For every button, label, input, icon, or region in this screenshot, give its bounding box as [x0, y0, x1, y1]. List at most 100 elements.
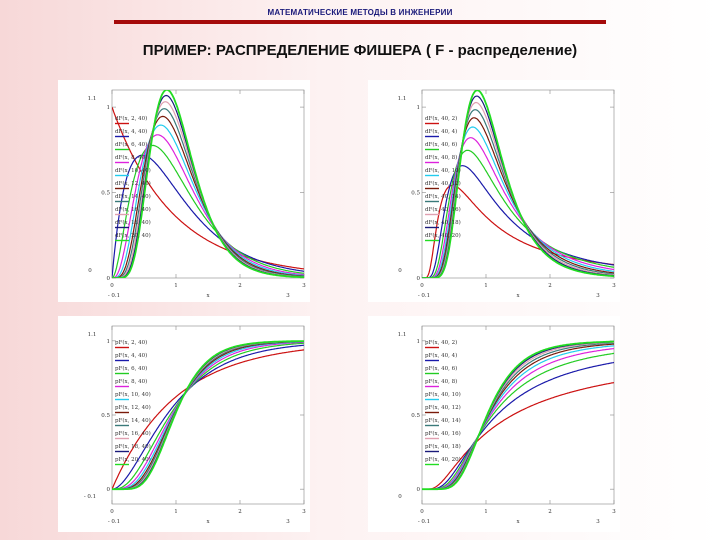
legend-label: pF(x, 40, 20) — [425, 456, 461, 463]
series-line-10 — [422, 90, 614, 278]
legend-label: pF(x, 20, 40) — [115, 456, 151, 463]
series-line-5 — [422, 126, 614, 278]
x-tick-label: 2 — [238, 509, 242, 515]
x-tick-label: 1 — [484, 509, 488, 515]
legend-label: dF(x, 40, 8) — [425, 154, 457, 161]
legend-label: pF(x, 16, 40) — [115, 430, 151, 437]
legend-label: pF(x, 40, 4) — [425, 352, 457, 359]
x-range-max-label: 3 — [596, 519, 600, 525]
legend-label: dF(x, 40, 4) — [425, 128, 457, 135]
x-range-max-label: 3 — [286, 293, 290, 299]
x-range-min-label: - 0.1 — [108, 519, 120, 525]
y-tick-label: 0 — [107, 276, 111, 282]
series-line-5 — [112, 124, 304, 278]
series-line-1 — [112, 349, 304, 490]
cdf-plot-dfd: 0 1 2 3 - 0.1 x 3 0 0.5 1 1.1 0 pF(x, 40, 2) pF(x, 40… — [368, 316, 620, 532]
legend-label: dF(x, 12, 40) — [115, 180, 151, 187]
legend-label: dF(x, 2, 40) — [115, 115, 147, 122]
legend-label: pF(x, 4, 40) — [115, 352, 147, 359]
plot-canvas: 0 1 2 3 - 0.1 x 3 0 0.5 1 1.1 - 0.1 pF(x, 2, 40) pF(x… — [84, 325, 306, 525]
series-line-5 — [112, 341, 304, 490]
x-tick-label: 0 — [110, 283, 114, 289]
legend-label: pF(x, 40, 12) — [425, 404, 461, 411]
legend-label: dF(x, 40, 10) — [425, 167, 461, 174]
x-axis-label: x — [206, 519, 210, 525]
x-tick-label: 2 — [238, 283, 242, 289]
series-line-4 — [112, 341, 304, 490]
legend-label: pF(x, 40, 6) — [425, 365, 457, 372]
curves-group — [422, 340, 614, 491]
legend-label: dF(x, 40, 2) — [425, 115, 457, 122]
series-line-5 — [422, 345, 614, 490]
x-tick-label: 0 — [420, 509, 424, 515]
x-tick-label: 3 — [612, 283, 616, 289]
curves-group — [112, 90, 304, 278]
cdf-plot-dfn: 0 1 2 3 - 0.1 x 3 0 0.5 1 1.1 - 0.1 pF(x, 2, 40) pF(x… — [58, 316, 310, 532]
y-tick-label: 0 — [417, 276, 421, 282]
series-line-10 — [112, 90, 304, 278]
x-tick-label: 1 — [174, 283, 178, 289]
density-plot-dfd: 0 1 2 3 - 0.1 x 3 0 0.5 1 1.1 0 dF(x, 40, 2) dF(x, 40… — [368, 80, 620, 302]
series-line-9 — [422, 95, 614, 278]
y-tick-label: 0.5 — [411, 191, 420, 197]
series-line-2 — [422, 361, 614, 490]
y-bottom-label: - 0.1 — [84, 494, 96, 500]
series-line-6 — [422, 343, 614, 490]
y-top-label: 1.1 — [398, 332, 407, 338]
curves-group — [112, 340, 304, 491]
series-line-3 — [422, 149, 614, 278]
series-line-3 — [422, 352, 614, 490]
legend-label: dF(x, 40, 18) — [425, 219, 461, 226]
x-tick-label: 1 — [174, 509, 178, 515]
x-tick-label: 0 — [110, 509, 114, 515]
x-tick-label: 2 — [548, 283, 552, 289]
y-bottom-label: 0 — [398, 268, 402, 274]
y-tick-label: 1 — [417, 105, 421, 111]
legend-label: dF(x, 10, 40) — [115, 167, 151, 174]
x-range-max-label: 3 — [286, 519, 290, 525]
legend-label: pF(x, 10, 40) — [115, 391, 151, 398]
legend-label: pF(x, 40, 2) — [425, 339, 457, 346]
y-tick-label: 1 — [107, 105, 111, 111]
series-line-1 — [422, 382, 614, 490]
x-range-min-label: - 0.1 — [418, 293, 430, 299]
legend-label: dF(x, 40, 12) — [425, 180, 461, 187]
x-tick-label: 3 — [612, 509, 616, 515]
legend-label: dF(x, 40, 6) — [425, 141, 457, 148]
legend-label: pF(x, 40, 8) — [425, 378, 457, 385]
series-line-4 — [422, 348, 614, 490]
legend-label: dF(x, 4, 40) — [115, 128, 147, 135]
x-range-max-label: 3 — [596, 293, 600, 299]
legend-label: dF(x, 14, 40) — [115, 193, 151, 200]
legend-label: pF(x, 40, 14) — [425, 417, 461, 424]
x-tick-label: 3 — [302, 283, 306, 289]
series-line-9 — [422, 341, 614, 490]
x-tick-label: 3 — [302, 509, 306, 515]
y-tick-label: 0.5 — [411, 413, 420, 419]
slide-title: ПРИМЕР: РАСПРЕДЕЛЕНИЕ ФИШЕРА ( F - распр… — [142, 42, 578, 59]
plot-canvas: 0 1 2 3 - 0.1 x 3 0 0.5 1 1.1 0 dF(x, 40, 2) dF(x, 40… — [398, 89, 616, 299]
x-axis-label: x — [516, 519, 520, 525]
series-line-10 — [422, 340, 614, 491]
y-tick-label: 1 — [107, 339, 111, 345]
legend-label: dF(x, 18, 40) — [115, 219, 151, 226]
density-plot-dfn: 0 1 2 3 - 0.1 x 3 0 0.5 1 1.1 0 dF(x, 2, 40) dF(x, 4,… — [58, 80, 310, 302]
x-tick-label: 2 — [548, 509, 552, 515]
curves-group — [422, 90, 614, 278]
x-axis-label: x — [516, 293, 520, 299]
series-line-8 — [112, 340, 304, 490]
y-bottom-label: 0 — [398, 494, 402, 500]
series-line-3 — [112, 342, 304, 490]
legend-label: pF(x, 8, 40) — [115, 378, 147, 385]
x-tick-label: 0 — [420, 283, 424, 289]
legend-label: pF(x, 12, 40) — [115, 404, 151, 411]
y-bottom-label: 0 — [88, 268, 92, 274]
x-axis-label: x — [206, 293, 210, 299]
x-range-min-label: - 0.1 — [108, 293, 120, 299]
x-tick-label: 1 — [484, 283, 488, 289]
series-line-3 — [112, 144, 304, 278]
y-tick-label: 0.5 — [101, 191, 110, 197]
y-top-label: 1.1 — [398, 96, 407, 102]
legend-label: pF(x, 40, 10) — [425, 391, 461, 398]
series-line-10 — [112, 340, 304, 491]
